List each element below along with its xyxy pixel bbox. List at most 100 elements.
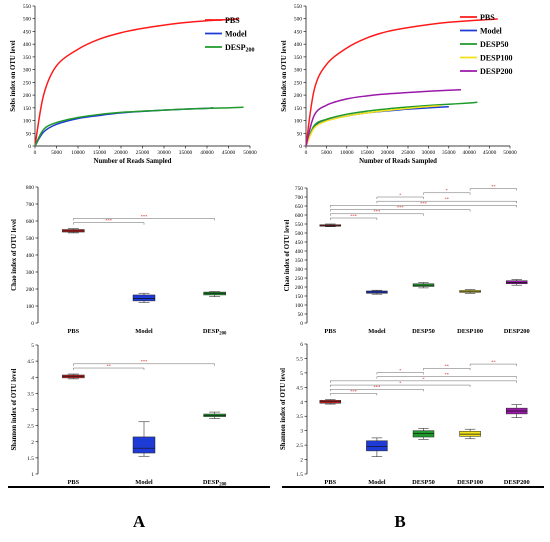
category-label: DESP200 bbox=[203, 479, 227, 488]
y-axis-title: Chao index of OTU level bbox=[284, 220, 291, 292]
y-tick-label: 500 bbox=[26, 236, 34, 242]
legend-label: DESP50 bbox=[480, 40, 508, 49]
category-label: DESP50 bbox=[412, 479, 435, 486]
y-tick-label: 400 bbox=[23, 42, 31, 48]
significance-bracket bbox=[376, 372, 424, 375]
significance-label: * bbox=[399, 380, 402, 385]
series-line-pbs bbox=[305, 18, 498, 147]
box-model bbox=[132, 294, 156, 302]
significance-label: ** bbox=[106, 363, 111, 368]
x-tick-label: 5000 bbox=[51, 150, 62, 156]
y-tick-label: 4 bbox=[31, 375, 34, 381]
y-tick-label: 300 bbox=[26, 270, 34, 276]
y-tick-label: 500 bbox=[23, 17, 31, 23]
y-tick-label: 250 bbox=[23, 80, 31, 86]
y-axis-title: Shannon index of OTU level bbox=[11, 368, 18, 450]
x-tick-label: 0 bbox=[34, 150, 37, 156]
y-axis-title: Shannon index of OTU level bbox=[280, 368, 287, 450]
x-tick-label: 0 bbox=[305, 150, 308, 156]
series-line-desp200 bbox=[34, 106, 244, 147]
y-tick-label: 750 bbox=[295, 186, 303, 192]
y-tick-label: 600 bbox=[295, 213, 303, 219]
y-tick-label: 600 bbox=[26, 219, 34, 225]
x-tick-label: 50000 bbox=[243, 150, 257, 156]
x-tick-label: 5000 bbox=[321, 150, 332, 156]
significance-label: * bbox=[399, 368, 402, 373]
significance-label: * bbox=[399, 192, 402, 197]
significance-label: * bbox=[446, 188, 449, 193]
y-tick-label: 300 bbox=[294, 68, 302, 74]
significance-label: ** bbox=[491, 184, 496, 189]
panel-label-b: B bbox=[394, 512, 405, 531]
y-tick-label: 4.5 bbox=[296, 385, 303, 391]
chart-A-rarefaction: 0 50 100 150 200 250 300 350 400 450 500 550 Sobs in… bbox=[10, 4, 257, 165]
significance-label: ** bbox=[491, 359, 496, 364]
y-tick-label: 550 bbox=[295, 222, 303, 228]
y-tick-label: 100 bbox=[23, 119, 31, 125]
y-tick-label: 400 bbox=[294, 42, 302, 48]
category-label: DESP50 bbox=[412, 328, 435, 335]
y-tick-label: 550 bbox=[23, 4, 31, 10]
series-line-model bbox=[34, 107, 214, 147]
x-tick-label: 45000 bbox=[222, 150, 236, 156]
significance-bracket bbox=[73, 367, 145, 371]
x-tick-label: 40000 bbox=[462, 150, 476, 156]
category-label: Model bbox=[368, 328, 386, 335]
x-tick-label: 35000 bbox=[179, 150, 193, 156]
significance-bracket bbox=[73, 218, 215, 221]
significance-label: *** bbox=[374, 209, 382, 214]
y-tick-label: 0 bbox=[300, 321, 303, 327]
y-tick-label: 300 bbox=[23, 68, 31, 74]
significance-bracket bbox=[73, 363, 215, 366]
category-label: PBS bbox=[67, 328, 79, 335]
y-tick-label: 50 bbox=[298, 312, 304, 318]
significance-label: ** bbox=[445, 372, 450, 377]
y-tick-label: 5 bbox=[300, 371, 303, 377]
y-tick-label: 5.5 bbox=[296, 356, 303, 362]
y-tick-label: 1.5 bbox=[27, 456, 34, 462]
category-label: PBS bbox=[67, 479, 79, 486]
y-tick-label: 150 bbox=[295, 294, 303, 300]
y-tick-label: 200 bbox=[26, 287, 34, 293]
y-tick-label: 100 bbox=[26, 304, 34, 310]
significance-bracket bbox=[376, 196, 424, 199]
legend-label: Model bbox=[225, 30, 248, 39]
category-label: DESP200 bbox=[203, 328, 227, 337]
category-label: Model bbox=[135, 479, 153, 486]
y-tick-label: 0 bbox=[31, 321, 34, 327]
significance-bracket bbox=[376, 376, 517, 379]
y-tick-label: 350 bbox=[23, 55, 31, 61]
y-tick-label: 100 bbox=[295, 303, 303, 309]
significance-bracket bbox=[330, 217, 378, 220]
series-line-model bbox=[305, 106, 449, 147]
y-tick-label: 500 bbox=[294, 17, 302, 23]
x-tick-label: 15000 bbox=[93, 150, 107, 156]
category-label: Model bbox=[368, 479, 386, 486]
significance-bracket bbox=[469, 188, 517, 191]
y-tick-label: 150 bbox=[23, 106, 31, 112]
y-axis-title: Sobs index on OTU level bbox=[10, 40, 17, 111]
significance-label: *** bbox=[374, 385, 382, 390]
y-tick-label: 700 bbox=[295, 195, 303, 201]
chart-B-shannon: 1.5 2 2.5 3 3.5 4 4.5 5 5.5 6 Shannon index of OTU… bbox=[280, 342, 530, 486]
y-tick-label: 2 bbox=[300, 458, 303, 464]
significance-label: *** bbox=[350, 389, 358, 394]
y-tick-label: 400 bbox=[26, 253, 34, 259]
y-tick-label: 650 bbox=[295, 204, 303, 210]
y-tick-label: 4.5 bbox=[27, 359, 34, 365]
significance-label: ** bbox=[445, 197, 450, 202]
category-label: PBS bbox=[324, 328, 336, 335]
y-tick-label: 1 bbox=[31, 472, 34, 478]
y-tick-label: 2 bbox=[31, 440, 34, 446]
y-axis-title: Sobs index on OTU level bbox=[281, 40, 288, 111]
significance-label: ** bbox=[445, 364, 450, 369]
y-tick-label: 3.5 bbox=[27, 391, 34, 397]
y-tick-label: 5 bbox=[31, 343, 34, 349]
legend-label: PBS bbox=[480, 13, 495, 22]
y-tick-label: 3 bbox=[31, 408, 34, 414]
y-tick-label: 200 bbox=[295, 285, 303, 291]
significance-bracket bbox=[330, 384, 471, 388]
y-tick-label: 0 bbox=[28, 144, 31, 150]
significance-bracket bbox=[423, 368, 471, 371]
